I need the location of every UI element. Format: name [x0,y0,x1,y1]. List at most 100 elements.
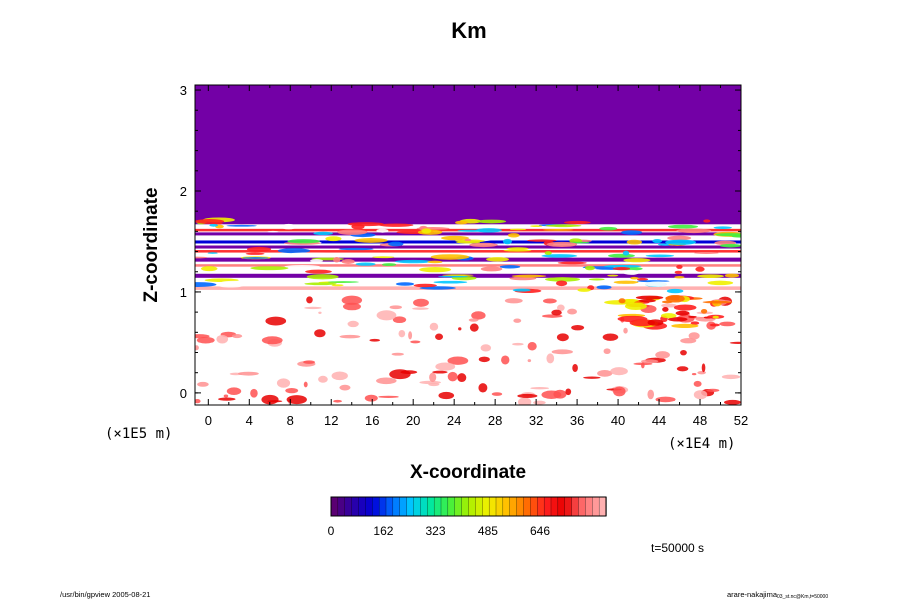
colorbar-tick-label: 646 [530,524,550,538]
band-blob [376,228,389,233]
colorbar-segment [578,496,587,517]
x-tick-label: 20 [406,413,420,428]
low-patch [504,298,523,304]
low-patch [647,389,655,400]
low-patch [341,295,363,305]
band-blob [511,274,547,278]
band-blob [541,254,578,258]
colorbar-segment [482,496,490,517]
band-blob [542,229,574,231]
band-blob [333,256,341,263]
colorbar-tick-label: 485 [478,524,498,538]
band-blob [207,252,218,254]
low-patch [527,359,532,363]
y-tick-label: 3 [180,83,187,98]
low-patch [688,332,700,340]
band-blob [313,231,333,236]
low-patch [392,316,407,324]
band-blob [636,277,649,281]
band-blob [674,276,685,279]
colorbar-segment [488,496,497,517]
colorbar-segment [585,496,593,517]
hot-patch [635,295,664,300]
colorbar-segment [461,496,470,517]
colorbar-segment [427,496,435,517]
hot-patch [712,315,719,319]
low-patch [565,388,572,396]
low-patch [303,381,308,388]
band-blob [469,242,498,248]
hot-patch [709,323,720,327]
low-patch [543,298,557,304]
y-tick-label: 1 [180,285,187,300]
hot-patch [638,299,656,303]
band-stripe [195,245,741,249]
band-blob [724,273,740,278]
x-axis-ticks [207,85,742,405]
band-blob [280,223,297,230]
band-blob [526,239,557,242]
band-blob [351,223,365,230]
low-patch [680,349,687,356]
low-patch [478,356,490,363]
low-patch [303,360,316,364]
band-blob [509,276,537,281]
colorbar-segment [406,496,415,517]
band-blob [715,233,741,237]
colorbar-segment [454,496,463,517]
band-blob [388,241,404,247]
hot-patch [624,302,647,310]
upper-region [195,85,741,225]
low-patch [223,394,229,398]
hot-patch [647,319,664,326]
low-patch [286,395,307,405]
band-blob [464,238,472,242]
hot-patch [665,294,685,303]
colorbar-segment [468,496,477,517]
band-blob [355,262,376,266]
band-stripe [195,224,741,228]
band-blob [577,288,591,292]
band-blob [277,248,311,254]
low-patch [447,356,469,365]
plot-area [195,85,741,405]
low-patch [331,371,348,381]
colorbar-frame [330,496,607,517]
low-patch [655,396,676,403]
colorbar-segment [509,496,518,517]
low-patch [195,334,210,339]
low-patch [469,323,479,332]
band-blob [221,280,254,284]
colorbar-segment [543,496,552,517]
low-patch [458,327,462,331]
y-tick-label: 2 [180,184,187,199]
low-patch [376,310,397,321]
low-patch [556,333,569,342]
low-patch [339,334,361,339]
low-patch [376,377,397,385]
band-blob [546,241,578,248]
band-blob [695,266,705,272]
colorbar-segment [571,496,580,517]
low-patch [216,334,229,344]
band-blob [674,270,683,274]
colorbar-segment [413,496,422,517]
band-blob [621,230,643,235]
colorbar-segment [516,496,525,517]
band-blob [378,223,414,227]
band-blob [477,219,507,224]
band-blob [341,259,355,265]
band-blob [545,224,582,228]
band-blob [246,246,272,252]
low-patch [541,390,562,400]
colorbar-segment [392,496,401,517]
band-blob [694,251,719,254]
low-patch [218,397,236,401]
low-patch [513,318,522,323]
colorbar-segment [385,496,394,517]
low-patch [391,352,404,356]
x-tick-label: 52 [734,413,748,428]
band-blob [372,256,395,259]
x-unit-label: (×1E4 m) [668,436,735,452]
x-tick-label: 16 [365,413,379,428]
